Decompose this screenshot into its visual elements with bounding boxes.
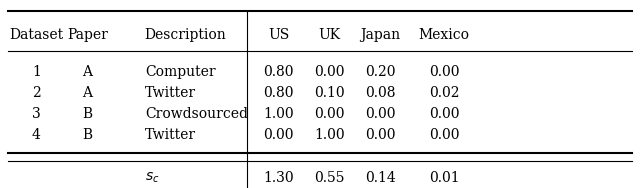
Text: Dataset: Dataset	[10, 28, 63, 42]
Text: 0.80: 0.80	[263, 65, 294, 79]
Text: 0.01: 0.01	[429, 171, 460, 185]
Text: B: B	[83, 107, 92, 121]
Text: B: B	[83, 128, 92, 142]
Text: Mexico: Mexico	[419, 28, 470, 42]
Text: 1: 1	[32, 65, 41, 79]
Text: 0.80: 0.80	[263, 86, 294, 100]
Text: 1.30: 1.30	[263, 171, 294, 185]
Text: US: US	[268, 28, 289, 42]
Text: Computer: Computer	[145, 65, 216, 79]
Text: 0.00: 0.00	[429, 65, 460, 79]
Text: 0.00: 0.00	[314, 107, 345, 121]
Text: Paper: Paper	[67, 28, 108, 42]
Text: 0.00: 0.00	[314, 65, 345, 79]
Text: 4: 4	[32, 128, 41, 142]
Text: 0.14: 0.14	[365, 171, 396, 185]
Text: A: A	[83, 86, 92, 100]
Text: Japan: Japan	[360, 28, 401, 42]
Text: 1.00: 1.00	[314, 128, 345, 142]
Text: Crowdsourced: Crowdsourced	[145, 107, 248, 121]
Text: UK: UK	[319, 28, 340, 42]
Text: Twitter: Twitter	[145, 128, 196, 142]
Text: Twitter: Twitter	[145, 86, 196, 100]
Text: 0.08: 0.08	[365, 86, 396, 100]
Text: 0.55: 0.55	[314, 171, 345, 185]
Text: 0.20: 0.20	[365, 65, 396, 79]
Text: $s_c$: $s_c$	[145, 171, 159, 186]
Text: 0.00: 0.00	[365, 107, 396, 121]
Text: 0.00: 0.00	[365, 128, 396, 142]
Text: 2: 2	[32, 86, 41, 100]
Text: 0.00: 0.00	[429, 128, 460, 142]
Text: 0.00: 0.00	[429, 107, 460, 121]
Text: 3: 3	[32, 107, 41, 121]
Text: Description: Description	[145, 28, 227, 42]
Text: 0.10: 0.10	[314, 86, 345, 100]
Text: 0.02: 0.02	[429, 86, 460, 100]
Text: A: A	[83, 65, 92, 79]
Text: 1.00: 1.00	[263, 107, 294, 121]
Text: 0.00: 0.00	[263, 128, 294, 142]
